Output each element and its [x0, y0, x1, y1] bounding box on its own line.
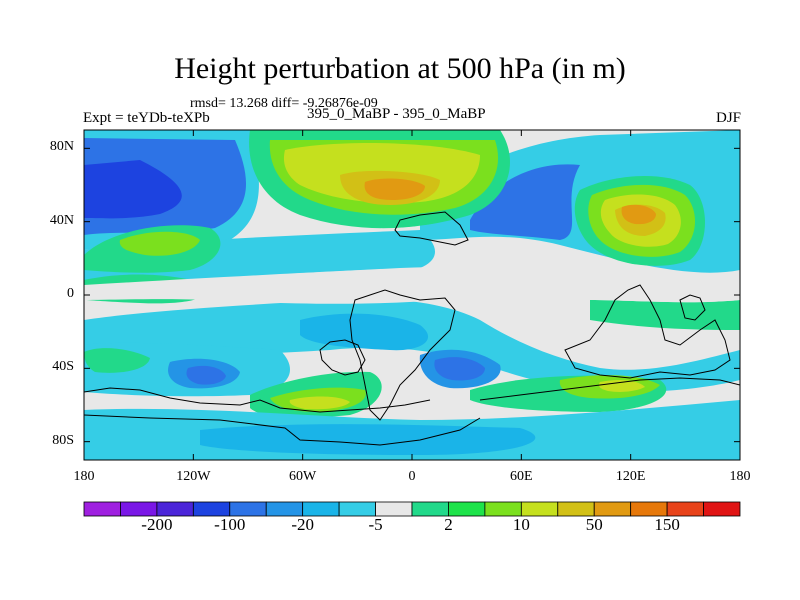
y-tick-label: 40N — [49, 212, 74, 228]
x-tick-label: 180 — [729, 469, 751, 484]
colorbar-swatch — [593, 501, 632, 517]
contour-blue-spacific-core — [186, 365, 226, 385]
colorbar-swatch — [630, 501, 668, 517]
contour-low-north-center-inner — [470, 164, 580, 240]
colorbar-tick-label: -200 — [141, 515, 173, 534]
coastline-south-pacific — [84, 387, 431, 413]
experiment-label: Expt = teYDb-teXPb — [83, 110, 210, 126]
contour-blue-southern-ocean-inner — [200, 424, 536, 455]
colorbar-swatch — [265, 501, 304, 517]
contour-green-eq-east — [590, 300, 740, 330]
colorbar-tick-label: 2 — [444, 515, 453, 534]
y-tick-label: 40S — [52, 359, 74, 375]
x-tick-label: 180 — [73, 469, 95, 484]
colorbar-tick-label: 10 — [512, 515, 530, 534]
colorbar-swatch — [484, 501, 522, 517]
coastline-north-atlantic — [394, 211, 469, 246]
coastline-south-america — [349, 289, 456, 421]
contour-green-south-east-3 — [598, 379, 645, 392]
contour-blue-central-inner — [300, 313, 429, 351]
colorbar-tick-label: 150 — [654, 515, 680, 534]
coastline-sw — [319, 339, 366, 376]
coastline-antarctic — [84, 414, 481, 446]
colorbar-swatch — [120, 501, 158, 517]
chart-subtitle: rmsd= 13.268 diff= -9.26876e-09 — [190, 96, 378, 111]
colorbar-swatch — [83, 501, 121, 517]
colorbar — [83, 501, 741, 517]
contour-high-arctic-peak — [364, 178, 425, 200]
colorbar-swatch — [666, 501, 704, 517]
colorbar-swatch — [703, 501, 741, 517]
colorbar-swatch — [302, 501, 340, 517]
contour-blue-south-atlantic-core — [434, 357, 485, 381]
colorbar-swatch — [338, 501, 376, 517]
y-tick-label: 80S — [52, 432, 74, 448]
coastline-east — [679, 294, 706, 321]
coastline-antarctic-east — [479, 377, 740, 401]
colorbar-swatch — [520, 501, 559, 517]
chart-title: Height perturbation at 500 hPa (in m) — [174, 52, 626, 85]
colorbar-tick-label: -20 — [291, 515, 314, 534]
colorbar-swatch — [411, 501, 449, 517]
contour-high-asia-peak — [621, 204, 656, 225]
coastline-africa-indian — [564, 284, 731, 379]
colorbar-swatch — [557, 501, 595, 517]
period-label: 395_0_MaBP - 395_0_MaBP — [307, 106, 486, 122]
x-tick-label: 0 — [408, 469, 416, 484]
y-tick-label: 80N — [49, 139, 74, 155]
colorbar-swatch — [448, 501, 486, 517]
colorbar-tick-label: -5 — [368, 515, 383, 534]
colorbar-swatch — [229, 501, 267, 517]
contour-fields — [84, 130, 740, 460]
contour-high-npacific-core — [119, 231, 200, 256]
x-tick-label: 60W — [289, 469, 317, 484]
x-tick-label: 120W — [176, 469, 211, 484]
x-tick-label: 120E — [615, 469, 646, 484]
colorbar-swatch — [156, 501, 194, 517]
colorbar-swatch — [192, 501, 231, 517]
contour-green-south-west — [84, 348, 150, 373]
colorbar-tick-label: 50 — [585, 515, 603, 534]
x-tick-label: 60E — [510, 469, 533, 484]
contour-neutral-equator — [84, 266, 740, 304]
axis-ticks — [83, 130, 741, 460]
colorbar-swatch — [375, 501, 413, 517]
colorbar-tick-label: -100 — [214, 515, 246, 534]
contour-low-north-west-core — [84, 160, 182, 219]
contour-yellow-south-center — [289, 396, 350, 410]
coastlines — [84, 211, 740, 446]
y-tick-label: 0 — [67, 286, 74, 301]
season-label: DJF — [715, 110, 741, 126]
